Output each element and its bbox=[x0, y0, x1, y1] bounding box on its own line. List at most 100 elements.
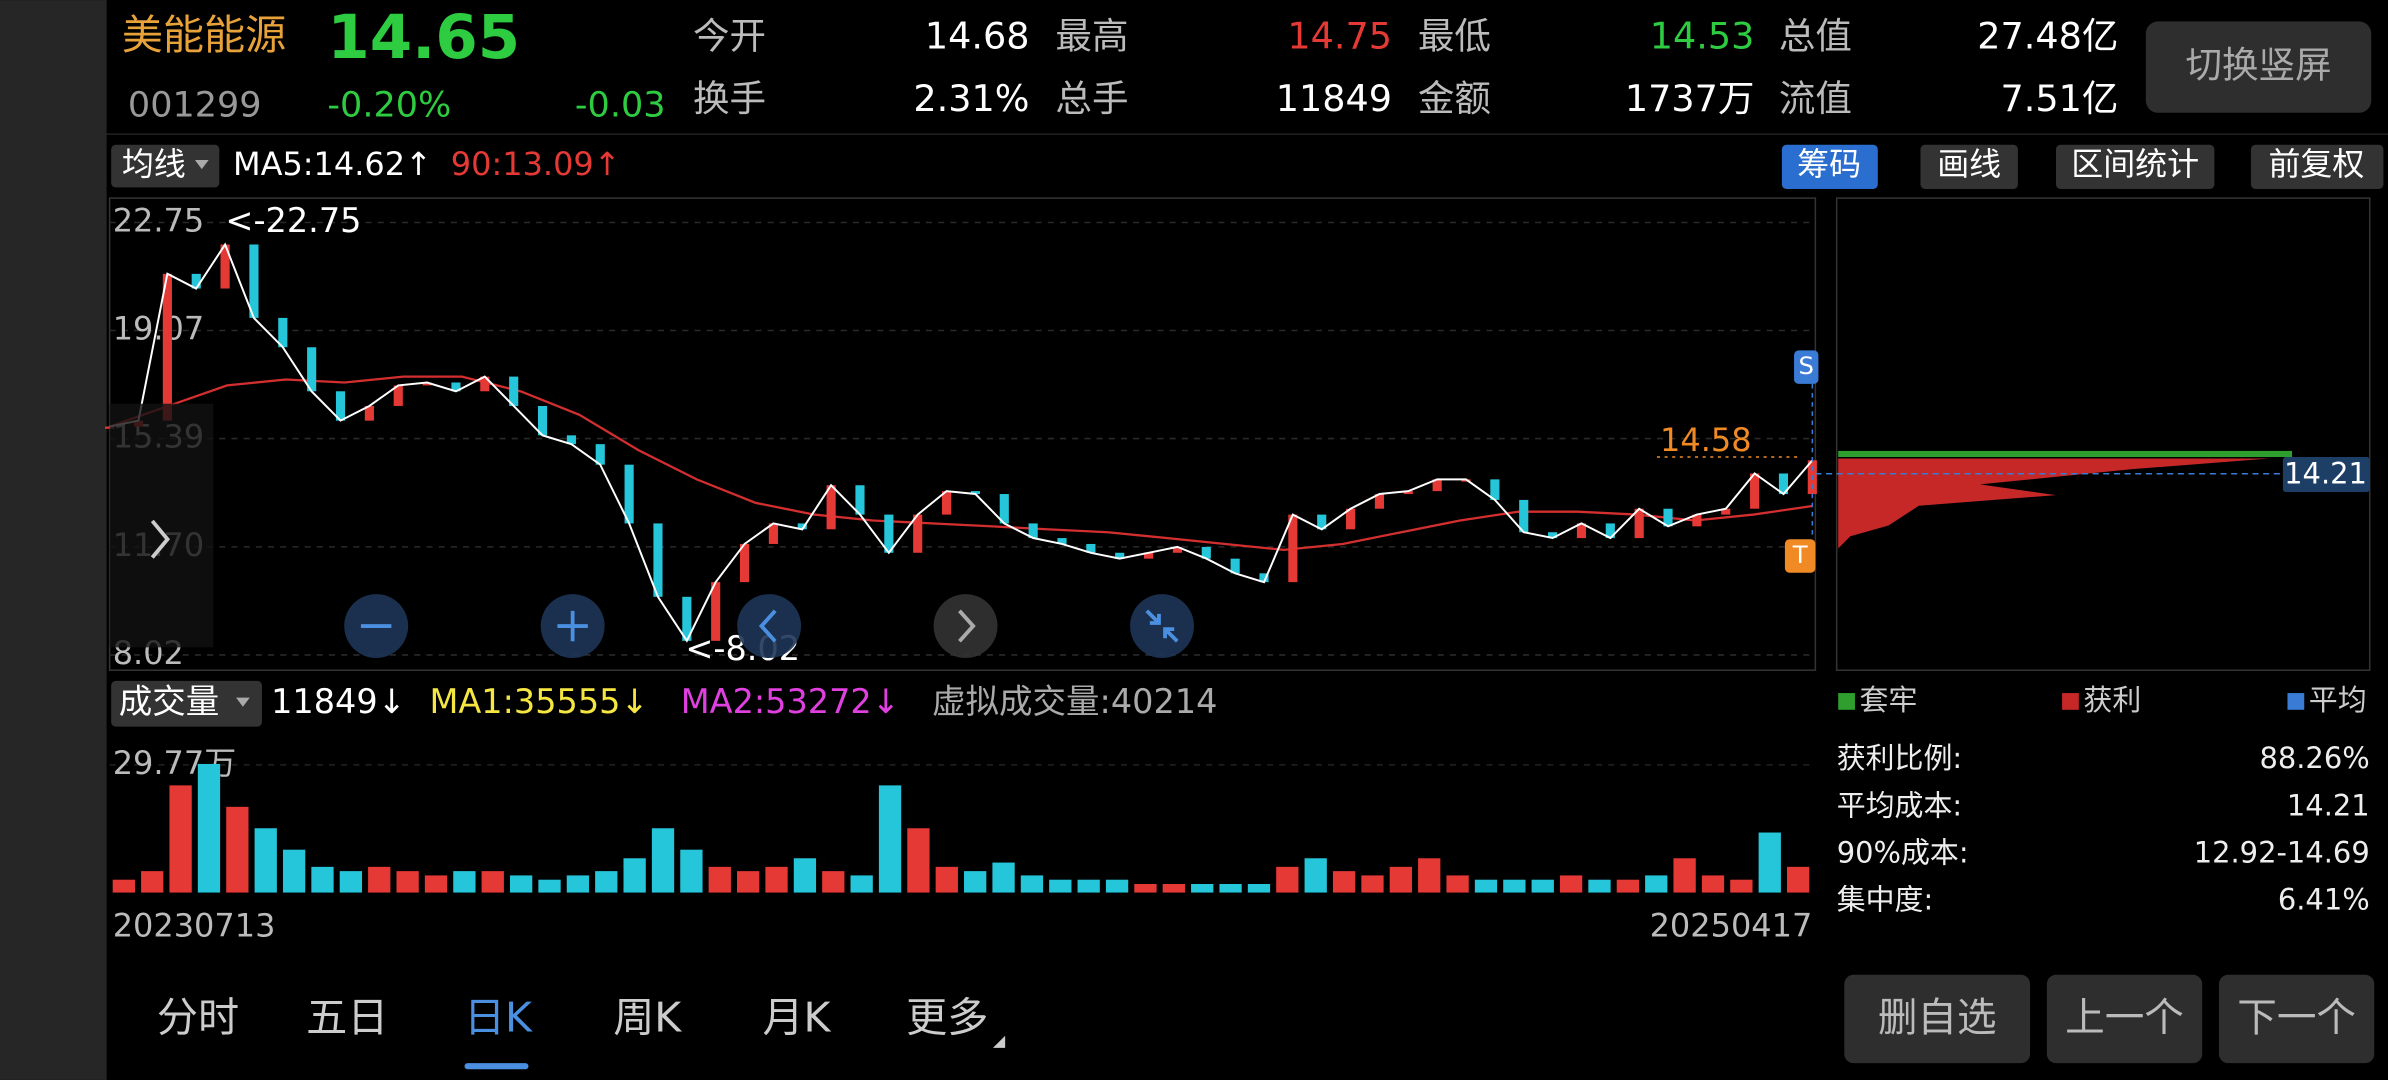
volume-bar bbox=[1503, 879, 1526, 893]
volume-bar bbox=[566, 875, 590, 893]
switch-button[interactable] bbox=[2145, 21, 2372, 113]
stat-value: 7.51亿 bbox=[2001, 77, 2119, 120]
volume-bar bbox=[1191, 883, 1214, 893]
ma5-label: MA5:14.62↑ bbox=[233, 145, 432, 183]
candle bbox=[1374, 494, 1385, 509]
tab-bg[interactable] bbox=[1781, 144, 1878, 189]
volume-bar bbox=[453, 871, 476, 893]
change-pct: -0.20% bbox=[327, 85, 451, 126]
legend-swatch bbox=[1838, 693, 1855, 710]
candle bbox=[537, 405, 548, 436]
chip-stat-value: 12.92-14.69 bbox=[2194, 835, 2370, 869]
volume-bar bbox=[1559, 875, 1583, 893]
ma2-label: MA2:53272↓ bbox=[681, 682, 900, 721]
button-bg[interactable] bbox=[2218, 974, 2375, 1064]
period-tab[interactable]: 更多 bbox=[906, 993, 988, 1041]
volume-bar bbox=[595, 871, 618, 893]
stat-value: 14.53 bbox=[1650, 15, 1755, 58]
indicator-label[interactable]: 均线 bbox=[122, 145, 186, 183]
candle bbox=[249, 244, 259, 318]
right-icon bbox=[958, 609, 976, 643]
side-strip bbox=[0, 0, 107, 1080]
chip-stat-label: 获利比例: bbox=[1837, 741, 1962, 775]
expand-icon[interactable] bbox=[150, 519, 171, 559]
marker-t bbox=[1784, 539, 1816, 573]
candle bbox=[855, 485, 865, 515]
button-bg[interactable] bbox=[2046, 974, 2203, 1064]
volume-bar bbox=[339, 871, 363, 893]
button-bg[interactable] bbox=[1844, 974, 2031, 1064]
volume-bar bbox=[1276, 866, 1299, 893]
candle bbox=[1317, 514, 1327, 530]
stat-label: 金额 bbox=[1418, 77, 1491, 120]
button[interactable]: 删自选 bbox=[1878, 995, 1997, 1041]
stock-name: 美能能源 bbox=[122, 11, 286, 59]
volume-bar bbox=[481, 871, 504, 893]
volume-bar bbox=[1701, 875, 1725, 893]
candle bbox=[364, 405, 374, 421]
candle bbox=[393, 385, 403, 406]
nav-panel bbox=[109, 403, 214, 648]
period-tab[interactable]: 周K bbox=[613, 993, 682, 1041]
marker-t-label: T bbox=[1792, 540, 1808, 569]
reset-button[interactable] bbox=[1130, 594, 1194, 659]
stat-value: 1737万 bbox=[1625, 77, 1755, 120]
switch-button-label[interactable]: 切换竖屏 bbox=[2185, 44, 2331, 87]
candle bbox=[1230, 558, 1240, 574]
volume-bar bbox=[1105, 879, 1129, 893]
candle bbox=[1346, 508, 1356, 530]
left-icon bbox=[758, 609, 777, 643]
candle bbox=[711, 582, 721, 641]
tab-bg[interactable] bbox=[1920, 144, 2018, 189]
tab[interactable]: 筹码 bbox=[1797, 145, 1861, 183]
candle bbox=[422, 382, 432, 386]
volume-indicator[interactable]: 成交量 bbox=[119, 682, 219, 721]
indicator-select[interactable] bbox=[111, 144, 220, 188]
period-tab[interactable]: 日K bbox=[464, 993, 533, 1041]
volume-bar bbox=[1673, 858, 1696, 893]
volume-bar bbox=[197, 763, 221, 893]
button[interactable]: 上一个 bbox=[2065, 995, 2184, 1041]
volume-bar bbox=[878, 785, 902, 893]
volume-bar bbox=[254, 828, 277, 893]
tab-bg[interactable] bbox=[2055, 144, 2215, 189]
volume-select[interactable] bbox=[111, 680, 262, 727]
stat-label: 最低 bbox=[1418, 15, 1491, 58]
candle bbox=[480, 376, 490, 392]
candle bbox=[1605, 523, 1615, 539]
tab[interactable]: 画线 bbox=[1937, 145, 2001, 183]
candle bbox=[1432, 479, 1442, 492]
volume-bar bbox=[1020, 875, 1044, 893]
candle bbox=[913, 514, 923, 553]
period-tab[interactable]: 分时 bbox=[157, 993, 239, 1041]
start-date: 20230713 bbox=[113, 907, 276, 945]
volume-bar bbox=[651, 828, 675, 893]
dropdown-arrow bbox=[194, 160, 209, 170]
volume-bar bbox=[1418, 858, 1441, 893]
candle bbox=[999, 494, 1009, 524]
close-line bbox=[109, 242, 1814, 643]
tab-bg[interactable] bbox=[2250, 144, 2384, 189]
button[interactable]: 下一个 bbox=[2237, 995, 2356, 1041]
tab[interactable]: 前复权 bbox=[2268, 145, 2364, 183]
stock-code: 001299 bbox=[128, 85, 262, 126]
legend-swatch bbox=[2062, 693, 2079, 710]
period-tab[interactable]: 月K bbox=[762, 993, 831, 1041]
volume-bar bbox=[623, 858, 646, 893]
chip-shape bbox=[1838, 458, 2270, 549]
period-tab[interactable]: 五日 bbox=[306, 993, 388, 1041]
volume-bar bbox=[1361, 875, 1384, 893]
virtual-volume: 虚拟成交量:40214 bbox=[932, 682, 1217, 721]
volume-bar bbox=[1247, 883, 1271, 893]
candle bbox=[1634, 508, 1644, 539]
compress-icon bbox=[1145, 609, 1179, 643]
candle bbox=[1721, 508, 1731, 515]
volume-bar bbox=[396, 871, 419, 893]
volume-bar bbox=[708, 866, 731, 893]
prev-button[interactable] bbox=[737, 594, 802, 659]
volume-bar bbox=[1531, 879, 1554, 893]
tab[interactable]: 区间统计 bbox=[2071, 145, 2199, 183]
next-button[interactable] bbox=[933, 594, 998, 659]
